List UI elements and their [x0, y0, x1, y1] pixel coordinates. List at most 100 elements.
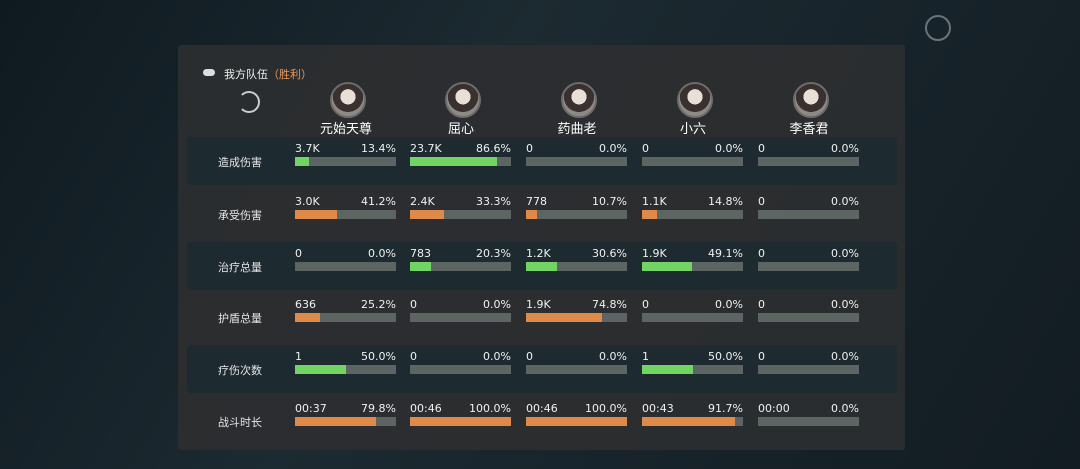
bar-fill	[526, 262, 557, 271]
bar-track	[642, 262, 743, 271]
bar-fill	[642, 365, 693, 374]
percent: 41.2%	[361, 195, 396, 208]
percent: 100.0%	[469, 402, 511, 415]
bar-track	[526, 417, 627, 426]
amount: 3.0K	[295, 195, 320, 208]
bar-fill	[410, 157, 498, 166]
percent: 91.7%	[708, 402, 743, 415]
amount: 1.9K	[526, 298, 551, 311]
amount: 0	[642, 298, 649, 311]
player-name: 小六	[679, 122, 706, 137]
bar-track	[410, 365, 511, 374]
player-name: 屈心	[447, 122, 474, 137]
percent: 30.6%	[592, 247, 627, 260]
amount: 00:46	[526, 402, 558, 415]
percent: 25.2%	[361, 298, 396, 311]
avatar	[677, 82, 713, 118]
row-label: 治疗总量	[218, 261, 262, 274]
percent: 0.0%	[483, 350, 511, 363]
percent: 86.6%	[476, 142, 511, 155]
bar-track	[295, 210, 396, 219]
bar-fill	[295, 365, 346, 374]
avatar	[793, 82, 829, 118]
percent: 0.0%	[715, 298, 743, 311]
bar-track	[758, 157, 859, 166]
bar-fill	[526, 417, 627, 426]
player-name: 药曲老	[557, 122, 597, 137]
percent: 10.7%	[592, 195, 627, 208]
toggle-icon	[203, 69, 215, 76]
bar-track	[295, 313, 396, 322]
amount: 0	[758, 195, 765, 208]
avatar	[445, 82, 481, 118]
bar-track	[758, 417, 859, 426]
bar-track	[642, 365, 743, 374]
bar-fill	[410, 417, 511, 426]
amount: 00:43	[642, 402, 674, 415]
percent: 0.0%	[831, 402, 859, 415]
amount: 0	[758, 350, 765, 363]
player-name: 李香君	[789, 122, 829, 137]
percent: 33.3%	[476, 195, 511, 208]
row-label: 战斗时长	[218, 416, 262, 429]
bar-fill	[295, 417, 376, 426]
title: 我方队伍	[224, 68, 268, 81]
amount: 0	[410, 350, 417, 363]
bar-track	[295, 262, 396, 271]
bar-track	[642, 313, 743, 322]
bar-fill	[642, 262, 692, 271]
amount: 778	[526, 195, 547, 208]
bar-track	[642, 417, 743, 426]
stats-icon[interactable]	[925, 15, 951, 41]
result: （胜利）	[268, 68, 312, 81]
bar-track	[758, 365, 859, 374]
row-label: 疗伤次数	[218, 364, 262, 377]
row-label: 承受伤害	[218, 209, 262, 222]
amount: 00:37	[295, 402, 327, 415]
percent: 13.4%	[361, 142, 396, 155]
bar-fill	[642, 417, 735, 426]
bar-track	[642, 210, 743, 219]
bar-track	[758, 313, 859, 322]
amount: 00:46	[410, 402, 442, 415]
bar-track	[758, 210, 859, 219]
percent: 0.0%	[831, 195, 859, 208]
bar-fill	[295, 210, 337, 219]
bar-track	[295, 157, 396, 166]
bar-track	[410, 313, 511, 322]
team-title: 我方队伍（胜利）	[224, 66, 312, 82]
amount: 1	[642, 350, 649, 363]
row-label: 护盾总量	[218, 312, 262, 325]
bar-fill	[295, 313, 321, 322]
amount: 783	[410, 247, 431, 260]
amount: 1.9K	[642, 247, 667, 260]
amount: 0	[526, 350, 533, 363]
bar-fill	[410, 262, 431, 271]
bar-track	[295, 365, 396, 374]
amount: 0	[526, 142, 533, 155]
bar-track	[526, 313, 627, 322]
percent: 50.0%	[708, 350, 743, 363]
amount: 1.2K	[526, 247, 551, 260]
percent: 0.0%	[831, 142, 859, 155]
bar-fill	[526, 313, 602, 322]
percent: 74.8%	[592, 298, 627, 311]
amount: 2.4K	[410, 195, 435, 208]
percent: 0.0%	[831, 298, 859, 311]
bar-fill	[642, 210, 657, 219]
bar-track	[410, 210, 511, 219]
amount: 0	[642, 142, 649, 155]
percent: 0.0%	[483, 298, 511, 311]
player-name: 元始天尊	[319, 122, 372, 137]
bar-track	[410, 262, 511, 271]
amount: 0	[758, 298, 765, 311]
bar-track	[526, 157, 627, 166]
percent: 0.0%	[599, 350, 627, 363]
amount: 00:00	[758, 402, 790, 415]
bar-track	[642, 157, 743, 166]
percent: 100.0%	[585, 402, 627, 415]
percent: 49.1%	[708, 247, 743, 260]
bar-fill	[295, 157, 309, 166]
refresh-icon[interactable]	[238, 91, 260, 113]
